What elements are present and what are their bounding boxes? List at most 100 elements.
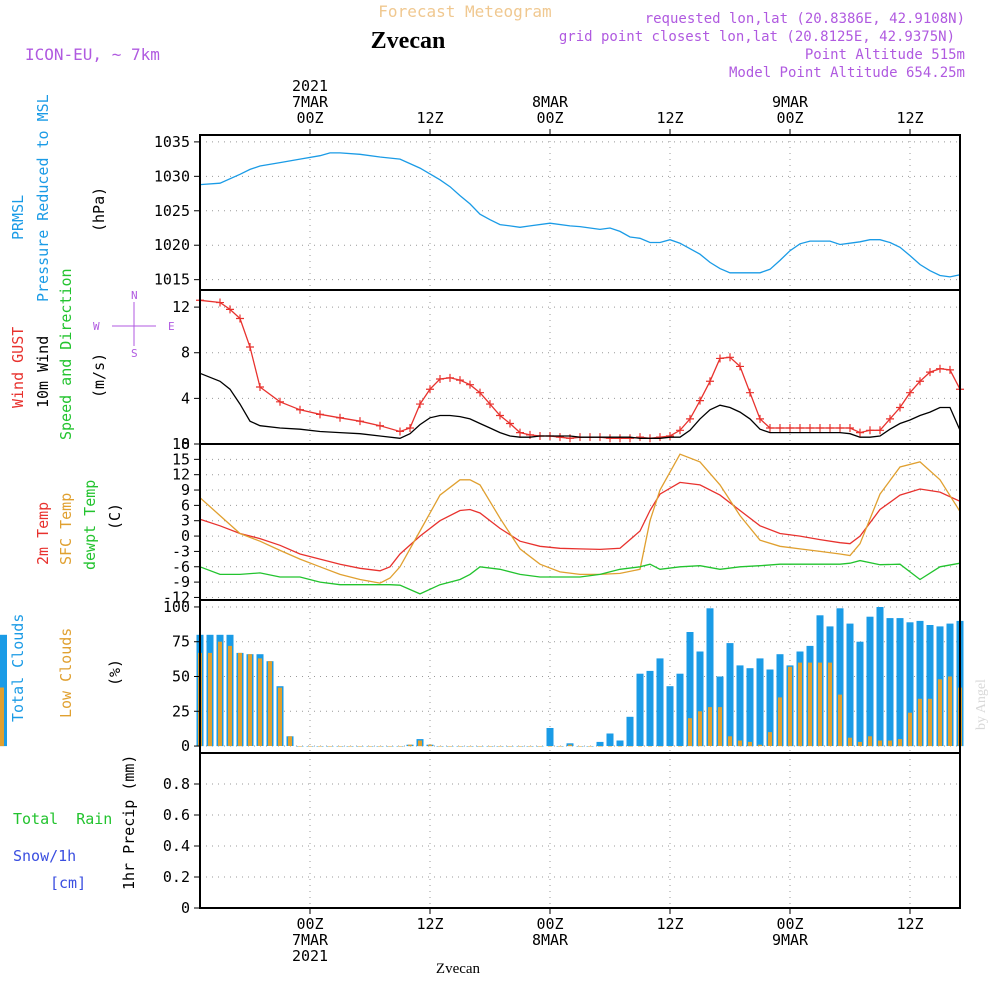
panel-frame-0 <box>199 134 961 291</box>
cloud-bar-s1-15 <box>348 746 352 747</box>
cloud-bar-s1-49 <box>688 718 692 746</box>
top-time-label-2-2: 00Z <box>536 109 563 127</box>
bottom-time-label-0-1: 7MAR <box>292 931 329 949</box>
cloud-bar-s1-70 <box>898 739 902 747</box>
cloud-bar-s1-74 <box>938 679 942 747</box>
cloud-bar-s1-21 <box>408 744 412 747</box>
cloud-bar-s1-42 <box>618 746 622 747</box>
cloud-bar-s1-17 <box>368 746 372 747</box>
cloud-bar-s1-48 <box>678 746 682 747</box>
cloud-bar-s0-43 <box>626 716 634 746</box>
location-title: Zvecan <box>371 28 446 54</box>
gust-marker-64 <box>916 377 924 386</box>
cloud-axis-labels: Total Clouds Low Clouds (%) by Angel <box>9 614 989 730</box>
cloud-bar-s1-53 <box>728 736 732 746</box>
cloud-bar-s1-69 <box>888 740 892 747</box>
cloud-bar-s1-58 <box>778 697 782 747</box>
cloud-bar-s1-55 <box>748 741 752 747</box>
cloud-bar-s1-61 <box>808 662 812 747</box>
cloud-bar-s0-66 <box>856 641 864 746</box>
cloud-bar-s1-5 <box>248 654 252 746</box>
cloud-bar-s1-16 <box>358 746 362 747</box>
cloud-bar-s1-3 <box>228 645 232 746</box>
point-altitude: Point Altitude 515m <box>805 47 965 63</box>
top-time-label-2-1: 8MAR <box>532 93 569 111</box>
gust-marker-18 <box>456 376 464 385</box>
cloud-bar-s0-72 <box>916 620 924 747</box>
gust-marker-43 <box>706 377 714 386</box>
gust-marker-7 <box>296 405 304 414</box>
wind-unit: (m/s) <box>90 353 108 398</box>
top-time-label-0-1: 7MAR <box>292 93 329 111</box>
requested-coords: requested lon,lat (20.8386E, 42.9108N) <box>645 11 965 27</box>
gust-marker-50 <box>776 424 784 433</box>
cloud-bar-s1-73 <box>928 698 932 747</box>
cloud-bar-s0-55 <box>746 668 754 747</box>
gust-marker-20 <box>476 388 484 397</box>
model-altitude: Model Point Altitude 654.25m <box>729 65 965 81</box>
ytick-label-p2-1: -9 <box>172 573 190 591</box>
total-clouds-label: Total Clouds <box>9 614 27 722</box>
cloud-bar-s1-18 <box>378 746 382 747</box>
snow-legend: Snow/1h <box>13 847 76 865</box>
cloud-bar-s1-20 <box>398 746 402 747</box>
cloud-bar-s1-65 <box>848 737 852 746</box>
temp-axis-labels: 2m Temp SFC Temp dewpt Temp (C) <box>34 480 124 570</box>
cloud-bar-s1-57 <box>768 732 772 746</box>
cloud-bar-s0-73 <box>926 625 934 746</box>
ytick-label-p4-1: 0.2 <box>163 868 190 886</box>
cloud-bar-s1-22 <box>418 740 422 747</box>
cloud-bar-s0-70 <box>896 618 904 747</box>
cloud-bar-s1-32 <box>518 746 522 747</box>
cloud-bar-s1-29 <box>488 746 492 747</box>
gust-marker-47 <box>746 388 754 397</box>
cloud-bar-s0-46 <box>656 658 664 746</box>
cloud-bar-s0-69 <box>886 618 894 747</box>
bottom-time-label-2-0: 00Z <box>536 915 563 933</box>
wind-dir-label: Speed and Direction <box>57 268 75 440</box>
ytick-label-p2-9: 15 <box>172 450 190 468</box>
cloud-bar-s1-63 <box>828 662 832 747</box>
temp-unit: (C) <box>106 503 124 530</box>
cloud-bar-s0-48 <box>676 673 684 746</box>
cloud-bar-s1-71 <box>908 712 912 747</box>
cloud-bar-s0-56 <box>756 658 764 746</box>
ytick-label-p2-4: 0 <box>181 527 190 545</box>
gust-marker-38 <box>656 433 664 442</box>
cloud-bar-s0-49 <box>686 632 694 747</box>
ytick-label-p1-2: 8 <box>181 344 190 362</box>
grid-point-coords: grid point closest lon,lat (20.8125E, 42… <box>559 29 955 45</box>
gust-marker-65 <box>926 368 934 377</box>
gust-marker-4 <box>246 343 254 352</box>
pressure-label-2: Pressure Reduced to MSL <box>34 94 52 302</box>
ytick-label-p3-0: 0 <box>181 737 190 755</box>
cloud-bar-s1-43 <box>628 746 632 747</box>
cloud-bar-s1-79 <box>0 711 4 747</box>
cloud-bar-s0-35 <box>546 728 554 747</box>
gust-marker-24 <box>516 428 524 437</box>
cloud-bar-s0-50 <box>696 651 704 747</box>
gust-marker-60 <box>876 426 884 435</box>
bottom-time-label-4-0: 00Z <box>776 915 803 933</box>
ytick-label-p0-4: 1035 <box>154 133 190 151</box>
gust-marker-28 <box>556 433 564 442</box>
gust-marker-11 <box>376 421 384 430</box>
top-time-label-4-2: 00Z <box>776 109 803 127</box>
ytick-label-p1-0: 0 <box>181 435 190 453</box>
cloud-bar-s1-2 <box>218 641 222 746</box>
ytick-label-p2-2: -6 <box>172 558 190 576</box>
gust-marker-22 <box>496 411 504 420</box>
cloud-bar-s1-35 <box>548 746 552 747</box>
gust-marker-1 <box>216 298 224 307</box>
gust-marker-45 <box>726 353 734 362</box>
gust-marker-59 <box>866 426 874 435</box>
gust-marker-53 <box>806 424 814 433</box>
gust-marker-12 <box>396 427 404 436</box>
pressure-axis-labels: PRMSL Pressure Reduced to MSL (hPa) <box>9 94 108 302</box>
gust-marker-3 <box>236 314 244 323</box>
cloud-bar-s1-38 <box>578 746 582 747</box>
gust-marker-35 <box>626 434 634 443</box>
bottom-time-label-0-0: 00Z <box>296 915 323 933</box>
cloud-bar-s1-60 <box>798 662 802 747</box>
ytick-label-p4-0: 0 <box>181 899 190 917</box>
